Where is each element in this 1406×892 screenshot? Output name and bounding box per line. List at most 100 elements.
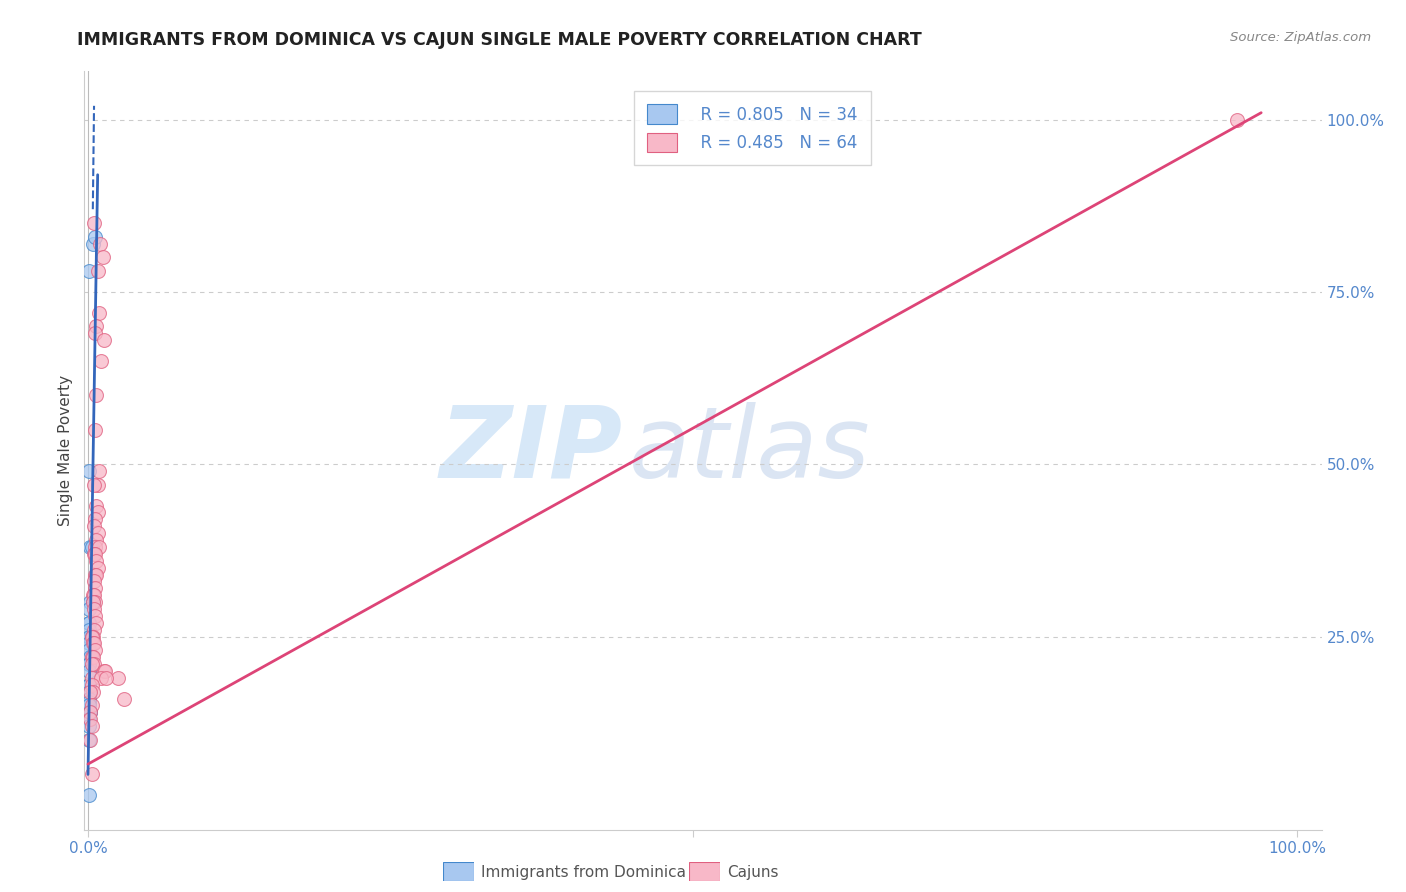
Point	[84, 326, 107, 341]
Point	[79, 706, 101, 720]
Point	[84, 643, 107, 657]
Point	[77, 464, 100, 478]
Point	[83, 216, 105, 230]
Point	[79, 733, 101, 747]
Point	[86, 478, 108, 492]
Point	[86, 499, 108, 513]
Text: Cajuns: Cajuns	[727, 865, 779, 880]
Point	[77, 664, 100, 678]
Point	[83, 547, 105, 561]
Point	[79, 595, 101, 609]
Point	[77, 788, 100, 802]
Point	[79, 650, 101, 665]
Point	[86, 615, 108, 630]
Point	[87, 305, 110, 319]
Point	[90, 354, 112, 368]
Point	[80, 698, 103, 713]
Point	[80, 630, 103, 644]
Point	[87, 464, 110, 478]
Point	[77, 691, 100, 706]
Point	[86, 319, 108, 334]
Point	[77, 615, 100, 630]
Point	[82, 636, 104, 650]
Point	[77, 719, 100, 733]
Point	[86, 560, 108, 574]
Point	[77, 678, 100, 692]
Point	[83, 602, 105, 616]
Point	[80, 678, 103, 692]
Point	[77, 643, 100, 657]
Point	[77, 630, 100, 644]
Point	[80, 657, 103, 672]
Point	[89, 236, 111, 251]
Point	[87, 540, 110, 554]
Point	[86, 554, 108, 568]
Point	[83, 636, 105, 650]
Point	[84, 582, 107, 596]
Point	[93, 333, 115, 347]
Point	[79, 712, 101, 726]
Point	[86, 533, 108, 547]
Point	[112, 691, 135, 706]
Point	[77, 657, 100, 672]
Point	[82, 236, 104, 251]
Point	[84, 547, 107, 561]
Point	[84, 229, 107, 244]
Point	[82, 684, 104, 698]
Point	[77, 636, 100, 650]
Point	[84, 512, 107, 526]
Point	[94, 671, 117, 685]
Point	[84, 540, 107, 554]
Point	[82, 650, 104, 665]
Point	[83, 657, 105, 672]
Point	[94, 664, 117, 678]
Legend:   R = 0.805   N = 34,   R = 0.485   N = 64: R = 0.805 N = 34, R = 0.485 N = 64	[634, 91, 872, 165]
Point	[79, 684, 101, 698]
Point	[107, 671, 129, 685]
Point	[77, 695, 100, 709]
Text: atlas: atlas	[628, 402, 870, 499]
Text: Source: ZipAtlas.com: Source: ZipAtlas.com	[1230, 31, 1371, 45]
Point	[83, 519, 105, 533]
Point	[79, 630, 101, 644]
Point	[86, 388, 108, 402]
Point	[82, 588, 104, 602]
Point	[77, 623, 100, 637]
Point	[82, 595, 104, 609]
Point	[84, 567, 107, 582]
Y-axis label: Single Male Poverty: Single Male Poverty	[58, 375, 73, 526]
Point	[83, 574, 105, 589]
Point	[84, 423, 107, 437]
Text: Immigrants from Dominica: Immigrants from Dominica	[481, 865, 686, 880]
Point	[93, 664, 115, 678]
Text: IMMIGRANTS FROM DOMINICA VS CAJUN SINGLE MALE POVERTY CORRELATION CHART: IMMIGRANTS FROM DOMINICA VS CAJUN SINGLE…	[77, 31, 922, 49]
Point	[77, 698, 100, 713]
Point	[80, 630, 103, 644]
Point	[80, 650, 103, 665]
Point	[80, 671, 103, 685]
Point	[86, 264, 108, 278]
Point	[1226, 112, 1249, 127]
Point	[84, 595, 107, 609]
Point	[86, 526, 108, 541]
Point	[86, 567, 108, 582]
Point	[82, 595, 104, 609]
Point	[80, 719, 103, 733]
Point	[77, 602, 100, 616]
Point	[80, 540, 103, 554]
Point	[91, 251, 114, 265]
Point	[79, 540, 101, 554]
Point	[77, 264, 100, 278]
Point	[83, 588, 105, 602]
Text: ZIP: ZIP	[440, 402, 623, 499]
Point	[77, 691, 100, 706]
Point	[77, 733, 100, 747]
Point	[90, 671, 112, 685]
Point	[83, 623, 105, 637]
Point	[83, 478, 105, 492]
Point	[77, 678, 100, 692]
Point	[77, 657, 100, 672]
Point	[79, 706, 101, 720]
Point	[84, 608, 107, 623]
Point	[77, 615, 100, 630]
